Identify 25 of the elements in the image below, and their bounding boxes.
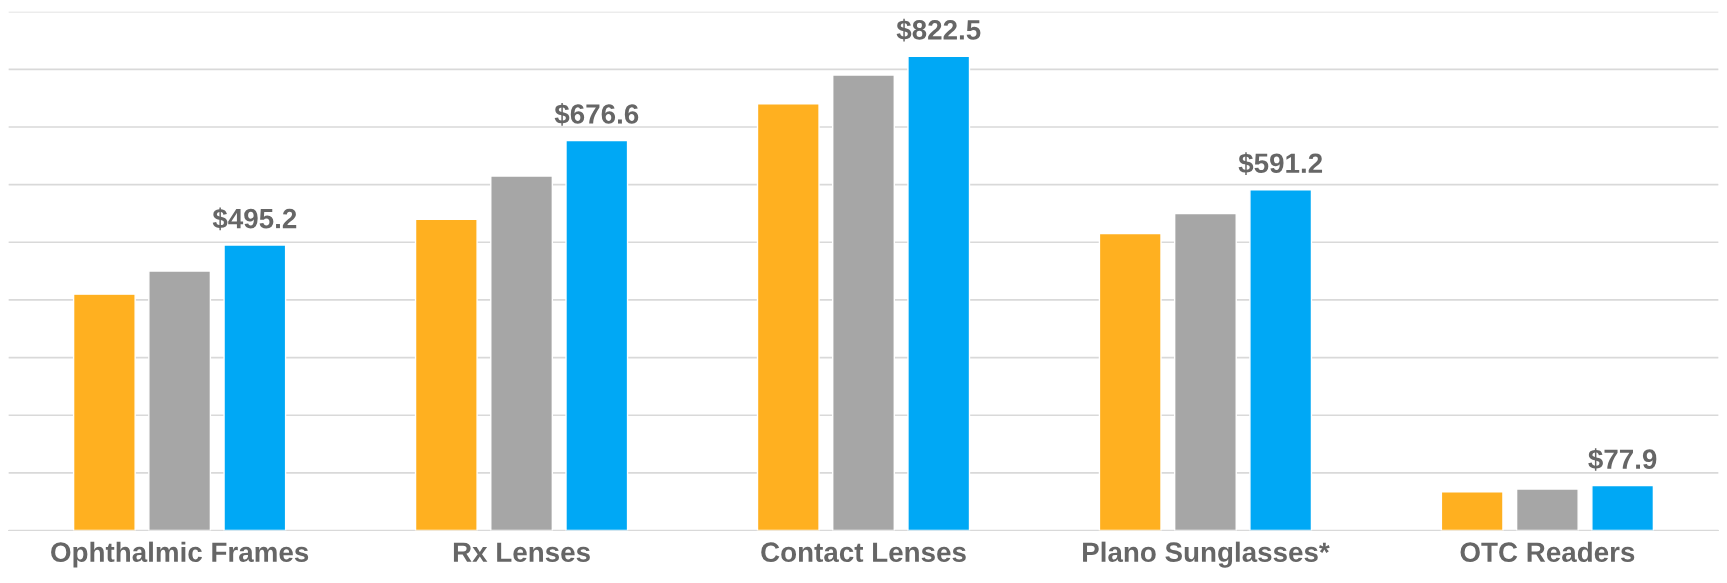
data-label: $495.2: [212, 207, 297, 231]
bar: [490, 175, 554, 531]
bar: [1173, 212, 1237, 531]
bar: [1249, 188, 1313, 531]
bar: [1098, 232, 1162, 531]
bar: [414, 218, 478, 531]
x-tick-label: OTC Readers: [1460, 541, 1635, 563]
x-tick-label: Plano Sunglasses*: [1083, 541, 1330, 568]
bar: [756, 103, 820, 531]
data-label: $77.9: [1588, 448, 1657, 471]
bar: [1515, 488, 1579, 531]
x-tick-label: Ophthalmic Frames: [51, 541, 309, 568]
data-label: $822.5: [896, 18, 981, 42]
x-tick-label: Rx Lenses: [453, 542, 590, 563]
data-label: $591.2: [1238, 152, 1323, 175]
bar: [223, 244, 287, 531]
bar: [148, 270, 212, 531]
bar: [1591, 484, 1655, 531]
bar: [1440, 491, 1504, 531]
x-tick-label: Contact Lenses: [761, 542, 966, 563]
bar: [832, 74, 895, 531]
data-label: $676.6: [554, 102, 639, 126]
bar: [907, 55, 971, 531]
bar: [72, 293, 136, 531]
bar: [565, 139, 629, 531]
